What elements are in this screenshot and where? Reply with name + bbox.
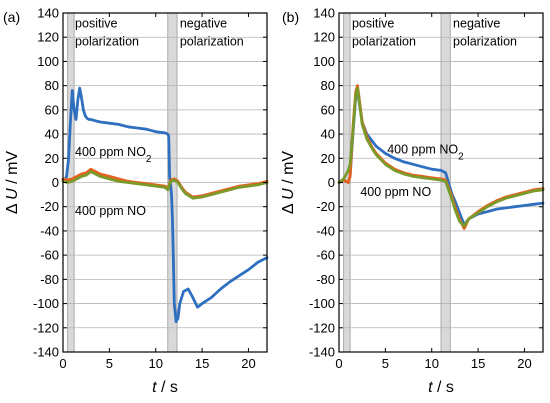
- x-axis-label: t / s: [152, 379, 178, 396]
- y-tick-label-8: 20: [321, 151, 335, 166]
- y-tick-label-3: -80: [40, 272, 59, 287]
- annotation-subscript: 2: [146, 153, 152, 164]
- series-line-2: [61, 170, 269, 200]
- y-axis-unit: / mV: [4, 151, 21, 189]
- annotation-0: 400 ppm NO2: [75, 145, 152, 165]
- y-tick-label-13: 120: [313, 30, 335, 45]
- region-label-line: polarization: [352, 35, 416, 49]
- y-tick-label-1: -120: [309, 320, 335, 335]
- y-axis-var: U: [4, 188, 21, 200]
- y-tick-label-11: 80: [45, 78, 59, 93]
- y-tick-label-10: 60: [45, 102, 59, 117]
- y-tick-label-5: -40: [316, 223, 335, 238]
- y-tick-label-5: -40: [40, 223, 59, 238]
- panel-b: -140-120-100-80-60-40-200204060801001201…: [280, 6, 545, 396]
- annotation-subscript: 2: [458, 151, 464, 162]
- region-label-0: positive polarization: [352, 17, 416, 49]
- y-tick-label-14: 140: [313, 6, 335, 21]
- x-axis-unit: / s: [433, 379, 454, 396]
- y-tick-label-11: 80: [321, 78, 335, 93]
- region-label-line: polarization: [75, 35, 139, 49]
- region-label-line: positive: [75, 17, 117, 31]
- y-axis-var: U: [280, 188, 297, 200]
- y-tick-label-2: -100: [33, 296, 59, 311]
- region-label-0: positive polarization: [75, 17, 139, 49]
- y-axis-prefix: Δ: [4, 200, 21, 214]
- x-tick-label-0: 0: [59, 356, 66, 371]
- y-tick-label-9: 40: [45, 127, 59, 142]
- x-tick-label-1: 5: [106, 356, 113, 371]
- x-tick-label-0: 0: [335, 356, 342, 371]
- y-tick-label-0: -140: [309, 345, 335, 360]
- y-tick-label-6: -20: [316, 199, 335, 214]
- annotation-1: 400 ppm NO: [360, 185, 431, 199]
- y-tick-label-7: 0: [52, 175, 59, 190]
- region-label-line: polarization: [180, 35, 244, 49]
- region-label-1: negative polarization: [180, 17, 244, 49]
- y-tick-label-14: 140: [37, 6, 59, 21]
- annotation-1: 400 ppm NO: [75, 204, 146, 218]
- x-tick-label-4: 20: [517, 356, 531, 371]
- annotation-text: 400 ppm NO: [75, 145, 146, 159]
- y-tick-label-7: 0: [328, 175, 335, 190]
- series-line-0: [61, 86, 269, 324]
- y-tick-label-10: 60: [321, 102, 335, 117]
- x-axis-label: t / s: [428, 379, 454, 396]
- y-tick-label-8: 20: [45, 151, 59, 166]
- x-axis-unit: / s: [157, 379, 178, 396]
- annotation-text: 400 ppm NO: [360, 185, 431, 199]
- x-axis-var: t: [428, 379, 433, 396]
- x-axis-var: t: [152, 379, 157, 396]
- y-tick-label-1: -120: [33, 320, 59, 335]
- panel-a: -140-120-100-80-60-40-200204060801001201…: [3, 6, 269, 396]
- series-line-2: [337, 86, 545, 228]
- annotation-0: 400 ppm NO2: [387, 142, 464, 162]
- region-label-line: negative: [453, 17, 500, 31]
- y-axis-label: Δ U / mV: [280, 151, 297, 214]
- y-tick-label-13: 120: [37, 30, 59, 45]
- y-tick-label-4: -60: [40, 248, 59, 263]
- y-tick-label-0: -140: [33, 345, 59, 360]
- y-axis-label: Δ U / mV: [4, 151, 21, 214]
- y-tick-label-12: 100: [313, 54, 335, 69]
- region-label-1: negative polarization: [453, 17, 517, 49]
- region-label-line: negative: [180, 17, 227, 31]
- x-tick-label-3: 15: [471, 356, 485, 371]
- y-tick-label-12: 100: [37, 54, 59, 69]
- annotation-text: 400 ppm NO: [387, 142, 458, 156]
- y-tick-label-4: -60: [316, 248, 335, 263]
- y-axis-unit: / mV: [280, 151, 297, 189]
- annotation-text: 400 ppm NO: [75, 204, 146, 218]
- x-tick-label-2: 10: [424, 356, 438, 371]
- x-tick-label-4: 20: [241, 356, 255, 371]
- y-tick-label-2: -100: [309, 296, 335, 311]
- y-tick-label-3: -80: [316, 272, 335, 287]
- x-tick-label-1: 5: [382, 356, 389, 371]
- region-label-line: polarization: [453, 35, 517, 49]
- y-tick-label-9: 40: [321, 127, 335, 142]
- region-label-line: positive: [352, 17, 394, 31]
- panel-label: (b): [282, 9, 299, 25]
- y-tick-label-6: -20: [40, 199, 59, 214]
- panel-label: (a): [3, 9, 20, 25]
- x-tick-label-3: 15: [195, 356, 209, 371]
- y-axis-prefix: Δ: [280, 200, 297, 214]
- x-tick-label-2: 10: [148, 356, 162, 371]
